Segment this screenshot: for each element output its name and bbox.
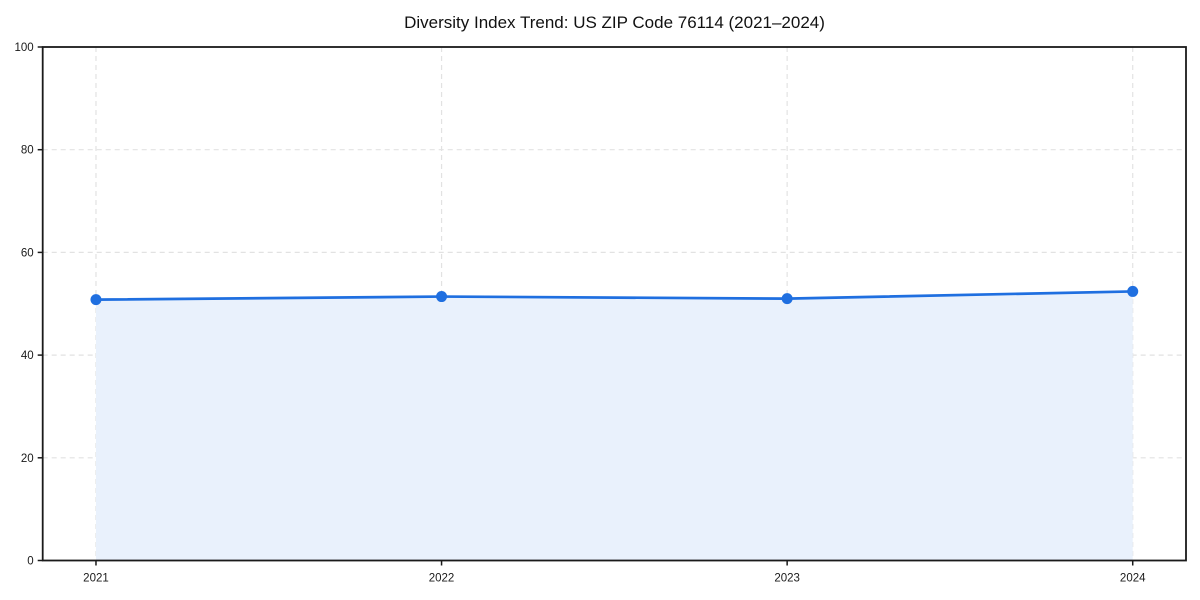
y-tick-label-20: 20 [21, 453, 34, 465]
chart-title: Diversity Index Trend: US ZIP Code 76114… [404, 13, 825, 32]
y-tick-label-0: 0 [27, 556, 33, 568]
x-tick-label-2022: 2022 [429, 573, 455, 585]
data-point-2022 [436, 291, 448, 303]
x-tick-label-2024: 2024 [1120, 573, 1146, 585]
data-point-2024 [1127, 285, 1139, 297]
area-fill [95, 291, 1133, 561]
plot-border [41, 46, 1187, 562]
x-tick-label-2023: 2023 [774, 573, 800, 585]
x-tick-label-2021: 2021 [83, 573, 109, 585]
trend-line [94, 290, 1135, 301]
y-tick-label-80: 80 [21, 145, 34, 157]
y-tick-label-60: 60 [21, 247, 34, 259]
y-tick-label-100: 100 [15, 42, 34, 54]
data-point-2021 [90, 294, 102, 306]
y-tick-label-40: 40 [21, 350, 34, 362]
data-point-2023 [781, 293, 793, 305]
